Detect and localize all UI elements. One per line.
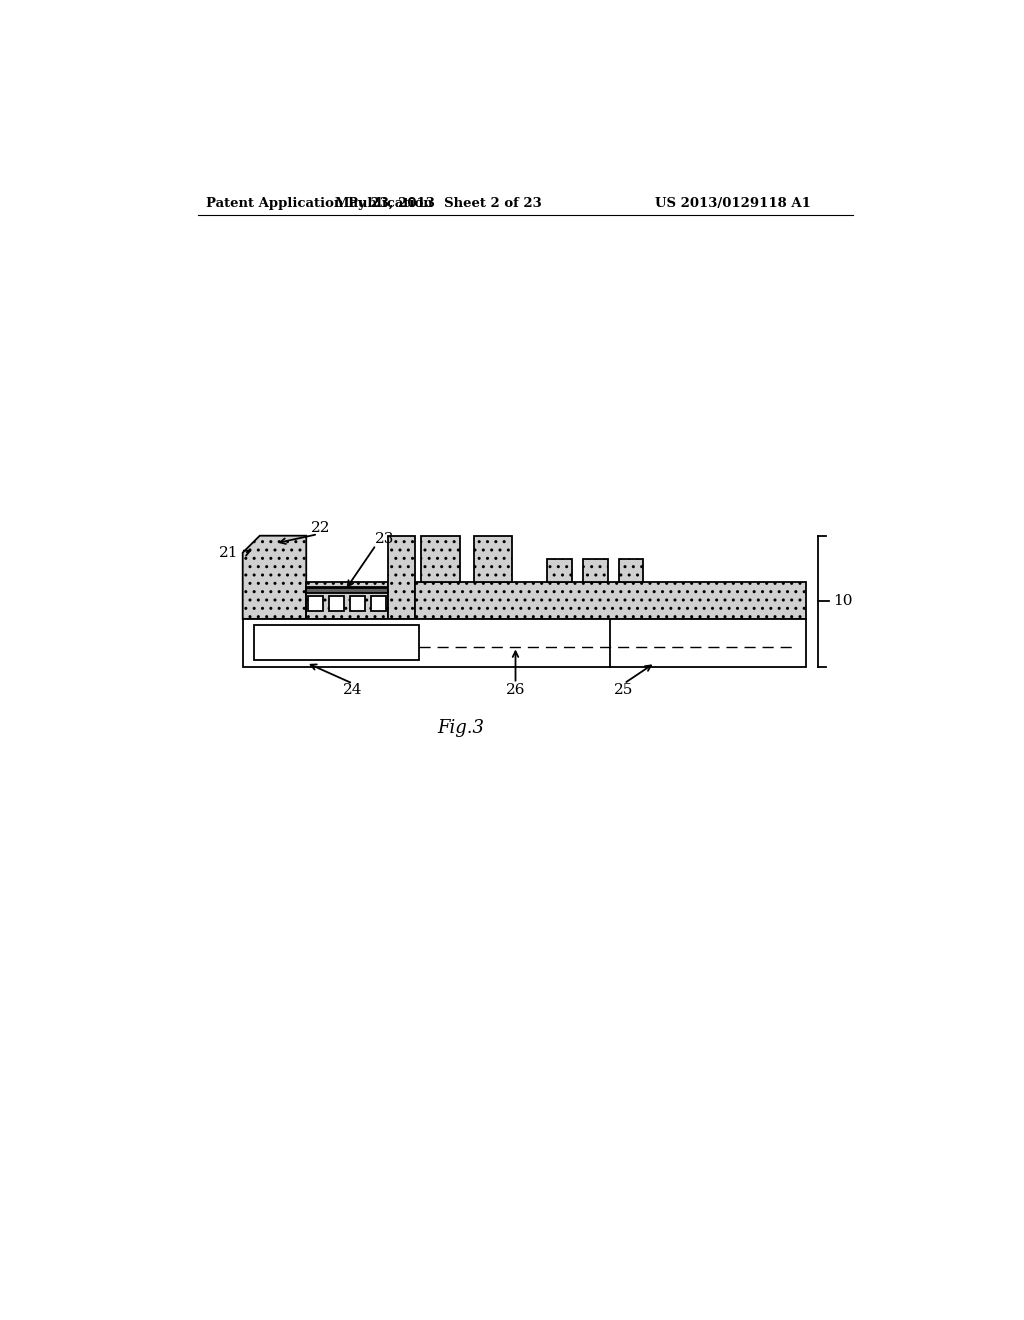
Text: 23: 23: [375, 532, 394, 545]
Text: 24: 24: [343, 682, 362, 697]
Text: 22: 22: [310, 521, 330, 535]
Text: May 23, 2013  Sheet 2 of 23: May 23, 2013 Sheet 2 of 23: [335, 197, 542, 210]
Bar: [547, 558, 572, 582]
Bar: [306, 586, 388, 620]
Polygon shape: [243, 536, 306, 619]
Bar: [421, 536, 460, 582]
Text: 21: 21: [219, 546, 239, 561]
Bar: [254, 626, 419, 660]
Bar: [415, 582, 806, 619]
Bar: [474, 536, 512, 582]
Text: 10: 10: [834, 594, 853, 609]
Bar: [349, 595, 366, 611]
Bar: [306, 582, 388, 619]
Bar: [388, 536, 415, 619]
Bar: [583, 558, 607, 582]
Bar: [371, 595, 386, 611]
Text: US 2013/0129118 A1: US 2013/0129118 A1: [655, 197, 811, 210]
Text: 26: 26: [506, 682, 525, 697]
Bar: [329, 595, 344, 611]
Bar: [308, 595, 324, 611]
Text: 25: 25: [614, 682, 634, 697]
Bar: [618, 558, 643, 582]
Bar: [306, 589, 388, 594]
Bar: [243, 619, 806, 667]
Text: Patent Application Publication: Patent Application Publication: [206, 197, 432, 210]
Text: Fig.3: Fig.3: [437, 719, 484, 737]
